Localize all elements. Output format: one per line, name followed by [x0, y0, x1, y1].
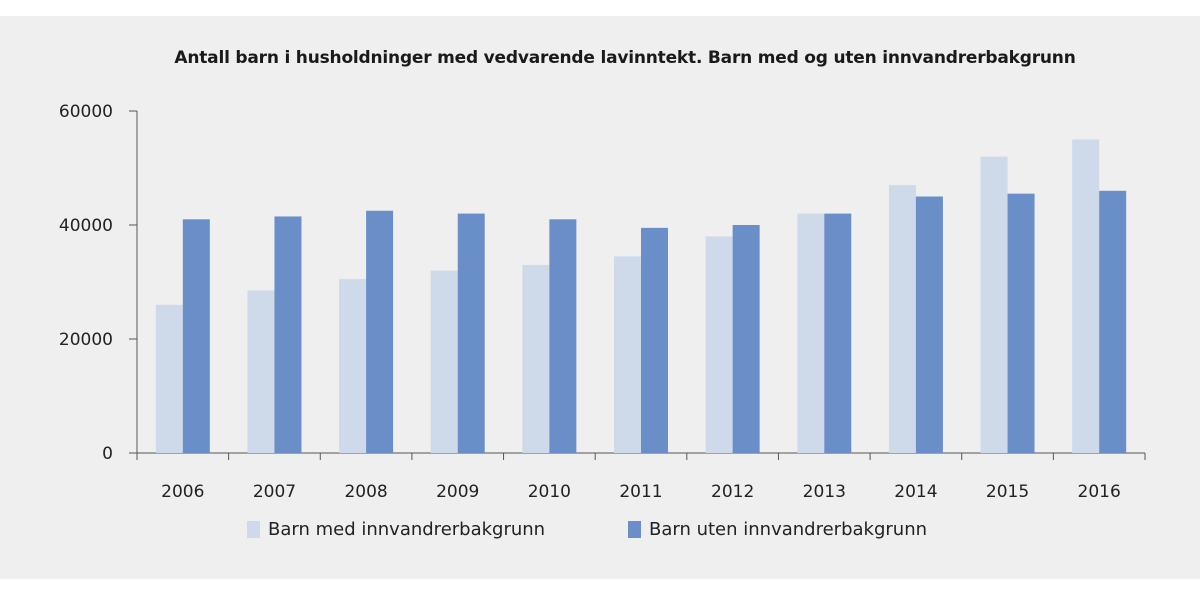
bar-series-2-2009: [457, 213, 485, 453]
bar-series-2-2008: [366, 210, 394, 453]
bar-series-1-2008: [339, 279, 367, 453]
x-tick-label: 2012: [711, 482, 754, 502]
bar-series-2-2014: [915, 196, 943, 453]
bar-series-2-2007: [274, 216, 302, 453]
x-tick-label: 2011: [619, 482, 662, 502]
bar-series-2-2006: [182, 219, 210, 453]
bar-series-2-2015: [1007, 193, 1035, 453]
legend-item-series-2: Barn uten innvandrerbakgrunn: [628, 519, 927, 540]
bar-series-1-2009: [430, 270, 458, 453]
bar-series-2-2011: [641, 227, 668, 453]
legend-swatch-series-1: [247, 521, 260, 538]
bar-series-1-2006: [155, 304, 183, 453]
bar-series-1-2015: [980, 156, 1008, 453]
bar-series-1-2016: [1072, 139, 1100, 453]
x-tick-label: 2007: [253, 482, 296, 502]
y-tick-label: 40000: [59, 216, 113, 236]
x-tick-label: 2013: [803, 482, 846, 502]
bar-series-1-2013: [797, 213, 825, 453]
bar-series-1-2011: [614, 256, 641, 453]
bar-series-2-2012: [732, 225, 760, 453]
bar-series-1-2007: [247, 290, 275, 453]
y-axis: 0 20000 40000 60000: [59, 102, 138, 464]
chart-title: Antall barn i husholdninger med vedvaren…: [174, 48, 1076, 68]
x-tick-label: 2015: [986, 482, 1029, 502]
y-tick-label: 20000: [59, 330, 113, 350]
y-tick-label: 60000: [59, 102, 113, 122]
bars: [155, 139, 1127, 454]
legend-label-series-1: Barn med innvandrerbakgrunn: [268, 519, 546, 540]
x-tick-label: 2010: [528, 482, 571, 502]
legend-swatch-series-2: [628, 521, 641, 538]
bar-series-2-2010: [549, 219, 577, 453]
x-tick-label: 2006: [161, 482, 204, 502]
bar-series-2-2013: [824, 213, 852, 453]
x-axis: 2006 2007 2008 2009 2010 2011 2012 2013 2014 2015…: [136, 452, 1146, 502]
legend-item-series-1: Barn med innvandrerbakgrunn: [247, 519, 545, 540]
bar-series-1-2010: [522, 264, 550, 453]
x-tick-label: 2008: [344, 482, 387, 502]
bar-series-2-2016: [1099, 190, 1127, 454]
bar-series-1-2012: [705, 236, 733, 453]
x-tick-label: 2014: [894, 482, 937, 502]
bar-series-1-2014: [888, 185, 916, 453]
legend-label-series-2: Barn uten innvandrerbakgrunn: [649, 519, 928, 540]
y-tick-label: 0: [102, 444, 113, 464]
x-tick-label: 2009: [436, 482, 479, 502]
x-tick-label: 2016: [1078, 482, 1121, 502]
